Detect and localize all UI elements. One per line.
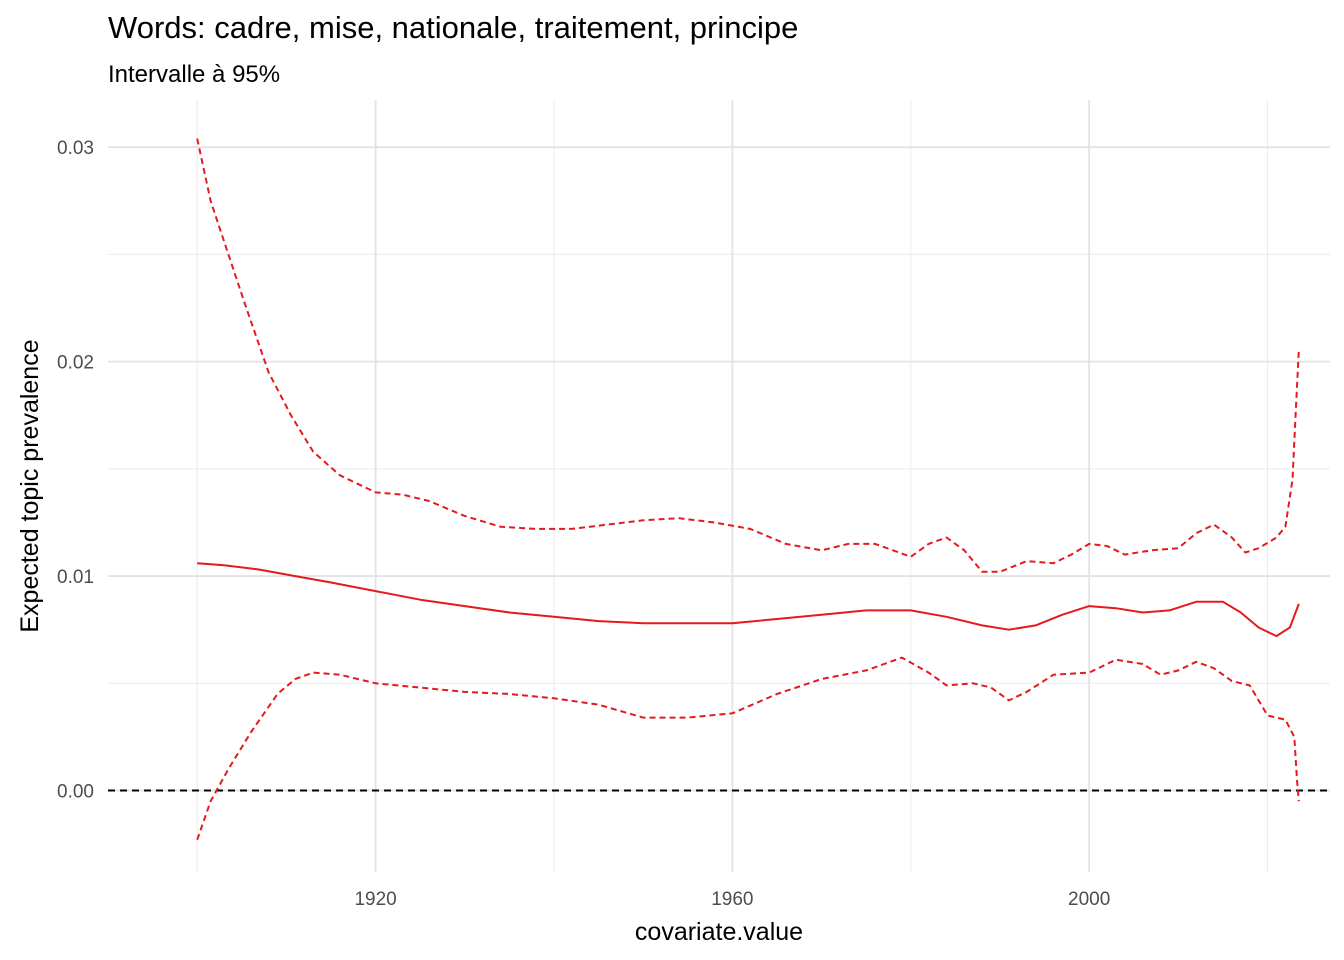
- x-tick-labels: 1920 1960 2000: [354, 889, 1110, 910]
- y-tick-label: 0.01: [57, 567, 94, 588]
- x-tick-label: 2000: [1068, 889, 1110, 910]
- x-tick-label: 1960: [711, 889, 753, 910]
- y-tick-label: 0.03: [57, 138, 94, 159]
- series-line-estimate: [197, 562, 1300, 638]
- chart-subtitle: Intervalle à 95%: [108, 61, 281, 88]
- x-tick-label: 1920: [354, 889, 396, 910]
- y-tick-labels: 0.00 0.01 0.02 0.03: [57, 138, 94, 802]
- series-lines: [196, 138, 1300, 841]
- y-tick-label: 0.02: [57, 353, 94, 374]
- series-line-lower-bound: [196, 656, 1300, 841]
- chart-title: Words: cadre, mise, nationale, traitemen…: [108, 10, 799, 45]
- grid-lines: [108, 100, 1330, 872]
- y-tick-label: 0.00: [57, 782, 94, 803]
- x-axis-title: covariate.value: [635, 918, 803, 946]
- y-axis-title: Expected topic prevalence: [16, 339, 44, 632]
- series-line-upper-bound: [196, 138, 1300, 573]
